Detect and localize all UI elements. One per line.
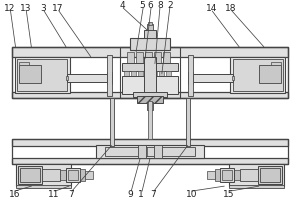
Bar [20,168,40,182]
Text: 15: 15 [224,190,235,199]
Text: 12: 12 [4,4,15,13]
Bar [166,71,171,77]
Text: 14: 14 [206,4,217,13]
Text: 7: 7 [150,190,156,199]
Bar [229,185,284,188]
Bar [188,72,193,84]
Bar [260,168,280,182]
Bar [106,147,194,156]
Text: 3: 3 [40,4,46,13]
Bar [122,76,178,94]
Bar [131,71,136,77]
Bar [130,38,170,50]
Text: 8: 8 [157,1,163,10]
Bar [186,98,190,146]
Bar [17,59,67,91]
Bar [16,185,71,188]
Bar [127,52,134,64]
Bar [222,170,232,180]
Bar [145,71,150,77]
Bar [11,158,289,164]
Text: 6: 6 [147,1,153,10]
Bar [107,72,112,84]
Bar [159,71,164,77]
Bar [147,24,153,30]
Text: 9: 9 [127,190,133,199]
Text: 7: 7 [68,190,74,199]
Text: 16: 16 [9,190,20,199]
Bar [42,169,60,181]
Bar [85,171,93,179]
Bar [233,59,283,91]
Bar [145,52,152,64]
Bar [66,76,68,80]
Bar [11,47,289,57]
Bar [271,62,281,65]
Bar [230,57,284,93]
Bar [16,164,71,186]
Bar [154,145,162,158]
Bar [138,71,143,77]
Bar [155,147,157,156]
Bar [60,170,66,180]
Bar [232,76,234,80]
Text: 5: 5 [139,1,145,10]
Bar [152,71,157,77]
Text: 10: 10 [186,190,197,199]
Text: 11: 11 [48,190,60,199]
Bar [96,145,204,158]
Bar [20,62,29,65]
Bar [234,170,240,180]
Bar [80,169,85,181]
Bar [138,145,146,158]
Bar [110,98,114,146]
Bar [154,52,161,64]
Bar [122,63,178,71]
Bar [163,52,170,64]
Bar [19,166,42,184]
Bar [148,22,152,25]
Bar [207,171,215,179]
Bar [120,47,180,98]
Bar [220,168,234,182]
Bar [11,139,289,146]
Bar [188,55,193,96]
Bar [107,55,112,96]
Bar [11,47,289,98]
Bar [147,102,153,110]
Bar [258,166,281,184]
Bar [11,92,289,98]
Text: 18: 18 [225,4,237,13]
Text: 13: 13 [20,4,31,13]
Bar [145,147,147,156]
Text: 2: 2 [167,1,172,10]
Bar [124,71,129,77]
Bar [137,96,163,103]
Bar [11,139,289,164]
Text: 17: 17 [52,4,64,13]
Bar [133,92,167,97]
Bar [16,57,70,93]
Text: 4: 4 [119,1,125,10]
Bar [240,169,258,181]
Bar [215,169,220,181]
Bar [20,65,41,83]
Bar [66,168,80,182]
Bar [136,52,143,64]
Bar [68,170,78,180]
Bar [144,30,156,38]
Bar [144,57,156,94]
Text: 1: 1 [138,190,144,199]
Bar [148,101,152,139]
Bar [229,164,284,186]
Bar [259,65,280,83]
Bar [191,74,233,82]
Bar [67,74,109,82]
